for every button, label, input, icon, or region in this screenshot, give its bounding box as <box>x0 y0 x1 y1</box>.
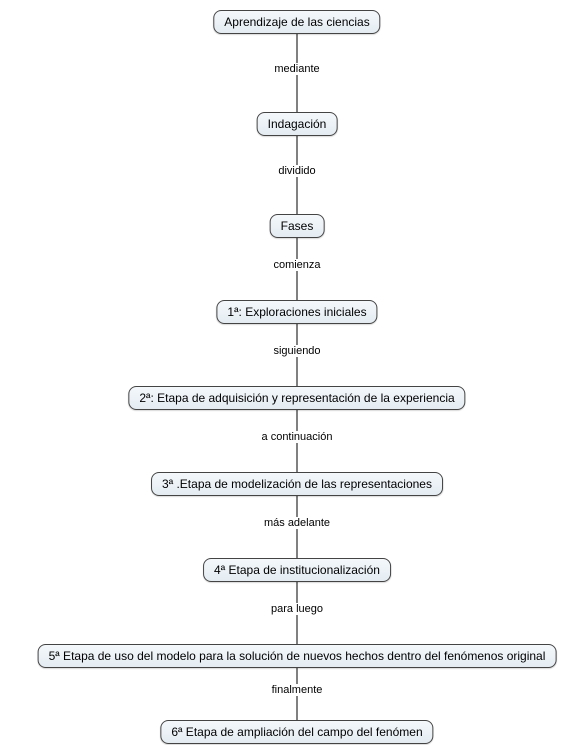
edge-label: comienza <box>271 259 322 271</box>
flow-node: Fases <box>270 214 325 238</box>
flow-node: 4ª Etapa de institucionalización <box>203 558 391 582</box>
flow-node: Indagación <box>257 112 338 136</box>
edge-label: finalmente <box>270 684 325 696</box>
edge-label: dividido <box>276 165 317 177</box>
flowchart-canvas: mediante dividido comienza siguiendo a conti… <box>0 0 583 745</box>
flow-node: 5ª Etapa de uso del modelo para la soluc… <box>38 644 557 668</box>
flow-node: 2ª: Etapa de adquisición y representació… <box>128 386 465 410</box>
flow-node: 3ª .Etapa de modelización de las represe… <box>151 472 443 496</box>
edge-label: más adelante <box>262 517 332 529</box>
flow-node: 1ª: Exploraciones iniciales <box>216 300 377 324</box>
flow-node: 6ª Etapa de ampliación del campo del fen… <box>160 720 433 744</box>
edge-label: siguiendo <box>271 345 322 357</box>
edge-label: para luego <box>269 603 325 615</box>
flow-node: Aprendizaje de las ciencias <box>213 10 380 34</box>
edge-label: a continuación <box>260 431 335 443</box>
edge-label: mediante <box>272 63 321 75</box>
